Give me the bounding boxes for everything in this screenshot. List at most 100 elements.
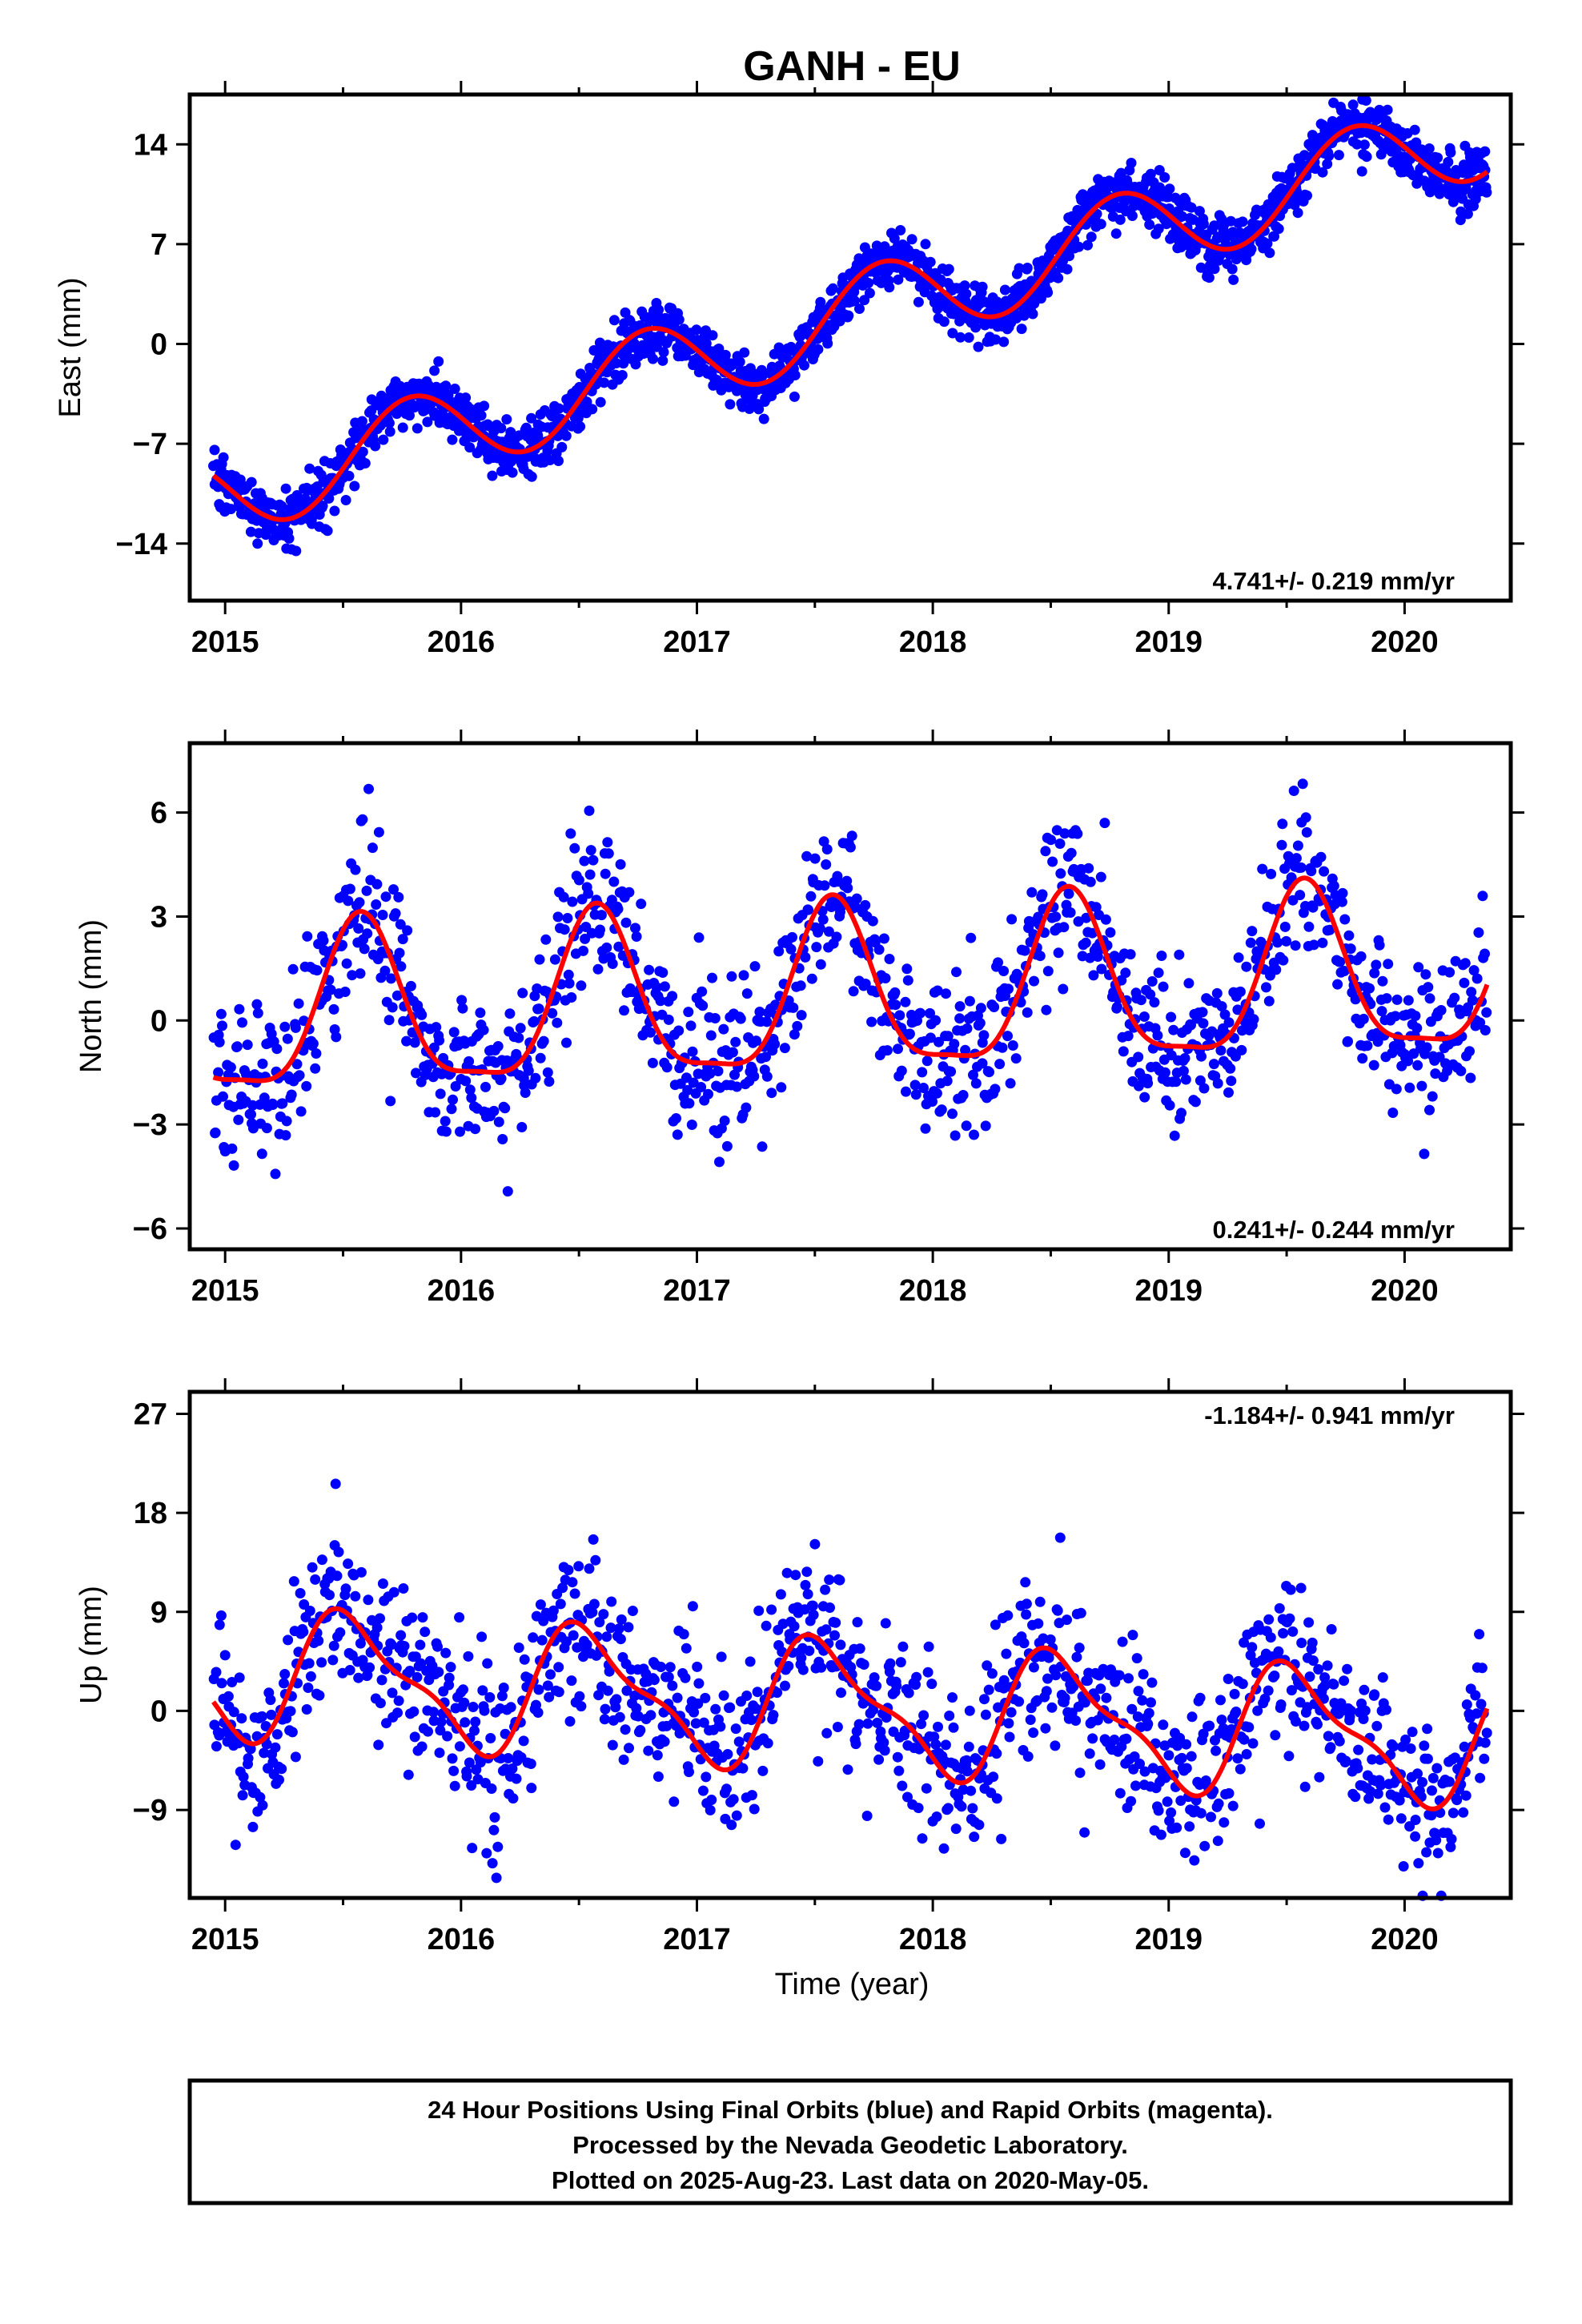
y-tick-label: 0 — [151, 1695, 167, 1728]
data-point — [526, 412, 537, 424]
data-point — [1350, 1791, 1361, 1803]
data-point — [1339, 914, 1351, 925]
data-point — [1199, 1083, 1210, 1094]
data-point — [1121, 1733, 1132, 1744]
data-point — [848, 986, 859, 997]
data-point — [718, 1690, 729, 1701]
data-point — [564, 1716, 576, 1727]
data-point — [478, 1024, 489, 1035]
data-point — [1335, 956, 1346, 967]
data-point — [215, 1008, 227, 1019]
data-point — [1441, 166, 1452, 177]
data-point — [938, 1843, 950, 1854]
data-point — [596, 910, 607, 921]
data-point — [615, 858, 626, 870]
data-point — [366, 405, 377, 416]
data-point — [1050, 911, 1062, 923]
data-point — [678, 1629, 689, 1640]
data-point — [1480, 1737, 1491, 1748]
data-point — [947, 1692, 958, 1703]
data-point — [567, 896, 578, 907]
data-point — [1391, 994, 1403, 1005]
data-point — [1139, 1092, 1150, 1103]
data-point — [1026, 887, 1038, 898]
data-point — [950, 1823, 962, 1835]
data-point — [834, 1574, 845, 1586]
data-point — [659, 1736, 670, 1747]
data-point — [523, 1065, 534, 1076]
data-point — [588, 345, 600, 356]
data-point — [350, 1590, 361, 1602]
data-point — [584, 805, 595, 816]
data-point — [1146, 1677, 1158, 1688]
data-point — [1110, 228, 1122, 239]
data-point — [866, 1016, 877, 1027]
data-point — [1053, 947, 1064, 959]
data-point — [1413, 1858, 1424, 1869]
data-point — [620, 1724, 631, 1735]
data-point — [1449, 992, 1460, 1003]
data-point — [505, 1702, 516, 1713]
data-point — [796, 1652, 807, 1663]
data-point — [1405, 1743, 1416, 1754]
data-point — [1261, 982, 1271, 993]
data-point — [749, 1803, 760, 1815]
data-point — [895, 1657, 906, 1668]
data-point — [1420, 969, 1431, 980]
data-point — [1171, 1822, 1182, 1833]
data-point — [1227, 263, 1238, 275]
data-point — [375, 1698, 386, 1709]
x-tick-label: 2018 — [899, 1923, 967, 1956]
data-point — [363, 1594, 374, 1606]
data-point — [328, 1640, 339, 1651]
data-point — [845, 842, 856, 853]
data-point — [493, 1116, 504, 1128]
data-point — [1041, 1686, 1052, 1697]
data-point — [1307, 1637, 1318, 1648]
data-point — [460, 392, 472, 404]
data-point — [340, 1583, 351, 1594]
data-point — [999, 284, 1010, 296]
data-point — [1235, 1763, 1246, 1775]
data-point — [558, 891, 569, 903]
data-point — [1359, 1684, 1370, 1695]
data-point — [578, 945, 588, 956]
data-point — [572, 412, 584, 424]
data-point — [615, 1634, 626, 1645]
data-point — [1356, 166, 1367, 177]
data-point — [355, 1566, 367, 1578]
data-point — [1411, 1023, 1423, 1034]
data-point — [555, 1598, 566, 1610]
data-point — [716, 1651, 727, 1663]
data-point — [1105, 927, 1116, 938]
data-point — [1164, 183, 1175, 195]
east-frame — [187, 92, 1513, 603]
data-point — [549, 954, 560, 965]
data-point — [228, 1160, 239, 1171]
data-point — [1028, 1727, 1039, 1739]
data-point — [687, 1601, 698, 1612]
data-point — [479, 1705, 490, 1716]
data-point — [990, 334, 1001, 345]
data-point — [518, 1735, 529, 1747]
data-point — [563, 969, 574, 980]
data-point — [1021, 1598, 1032, 1610]
x-axis-label: Time (year) — [775, 1968, 930, 2001]
east-ylabel: East (mm) — [54, 277, 87, 417]
data-point — [672, 1692, 683, 1703]
data-point — [804, 1645, 815, 1656]
data-point — [753, 404, 765, 415]
data-point — [623, 1622, 634, 1633]
data-point — [533, 1684, 544, 1695]
data-point — [811, 942, 822, 953]
data-point — [737, 1763, 749, 1774]
data-point — [1118, 1046, 1129, 1057]
data-point — [470, 1124, 481, 1135]
data-point — [1339, 1675, 1350, 1687]
data-point — [862, 1718, 873, 1729]
data-point — [469, 1725, 480, 1736]
data-point — [683, 1007, 694, 1018]
data-point — [307, 1038, 319, 1049]
data-point — [433, 1667, 444, 1678]
data-point — [931, 1811, 942, 1822]
